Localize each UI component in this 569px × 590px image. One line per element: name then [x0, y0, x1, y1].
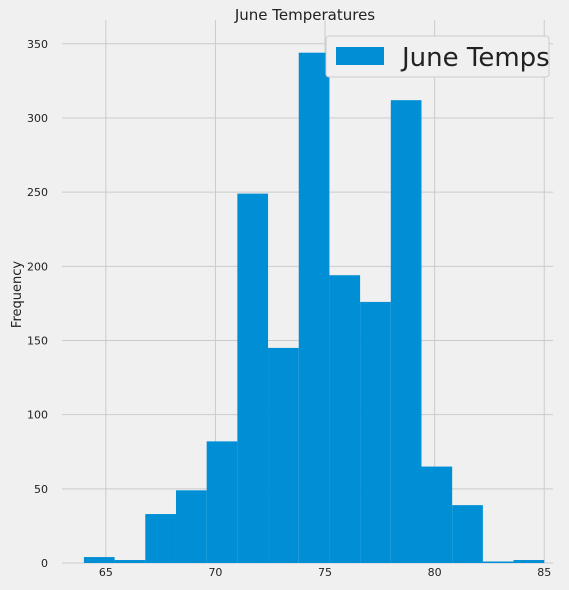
y-tick-label: 50 [34, 483, 48, 496]
histogram-bar [206, 441, 238, 563]
x-tick-label: 65 [99, 566, 113, 579]
y-tick-label: 0 [41, 557, 48, 570]
legend-label: June Temps [400, 43, 550, 73]
x-tick-label: 70 [208, 566, 222, 579]
legend-box [325, 35, 550, 78]
histogram-bar [298, 52, 330, 563]
histogram-bar [175, 490, 207, 563]
histogram-bar [83, 557, 115, 563]
y-axis-label: Frequency [10, 261, 25, 328]
histogram-bar [482, 561, 514, 563]
histogram-bar [268, 347, 299, 563]
histogram-bar [329, 275, 361, 563]
y-tick-label: 300 [27, 112, 48, 125]
histogram-bar [114, 560, 146, 563]
bars-layer [83, 52, 545, 564]
x-tick-label: 80 [428, 566, 442, 579]
legend-swatch [336, 47, 384, 65]
y-tick-label: 200 [27, 260, 48, 273]
legend: June Temps [325, 35, 550, 78]
histogram-bar [421, 466, 453, 563]
x-tick-label: 85 [537, 566, 551, 579]
y-tick-label: 350 [27, 38, 48, 51]
y-tick-label: 150 [27, 334, 48, 347]
y-tick-label: 100 [27, 409, 48, 422]
histogram-bar [145, 514, 176, 563]
histogram-bar [390, 100, 422, 564]
chart-title: June Temperatures [234, 6, 375, 24]
histogram-bar [360, 301, 391, 563]
histogram-bar [452, 505, 483, 563]
histogram-bar [513, 560, 545, 563]
histogram-bar [237, 193, 269, 563]
x-tick-label: 75 [318, 566, 332, 579]
ticks-layer: 0 50 100 150 200 250 300 350 65 70 75 80 85 [27, 38, 551, 579]
y-tick-label: 250 [27, 186, 48, 199]
